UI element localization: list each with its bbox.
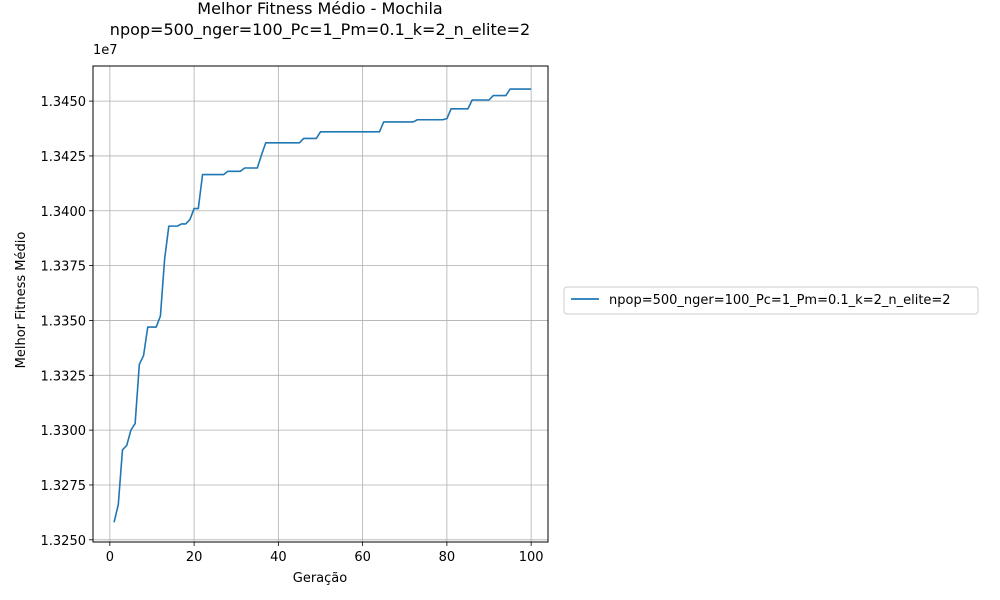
legend-label: npop=500_nger=100_Pc=1_Pm=0.1_k=2_n_elit… — [609, 293, 951, 308]
chart-subtitle: npop=500_nger=100_Pc=1_Pm=0.1_k=2_n_elit… — [110, 20, 530, 40]
y-tick-label: 1.3425 — [41, 150, 87, 165]
axis-ticks: 0 20 40 60 80 100 1.3250 1.3275 1.3300 1.3325 1.33… — [41, 95, 544, 565]
x-tick-label: 100 — [519, 550, 544, 565]
y-tick-label: 1.3400 — [41, 205, 87, 220]
x-axis-label: Geração — [293, 571, 347, 586]
y-tick-label: 1.3375 — [41, 260, 87, 275]
x-tick-label: 20 — [186, 550, 203, 565]
y-axis-label: Melhor Fitness Médio — [14, 232, 29, 369]
chart-title: Melhor Fitness Médio - Mochila — [197, 0, 442, 18]
y-tick-label: 1.3250 — [41, 534, 87, 549]
x-tick-label: 0 — [106, 550, 114, 565]
x-tick-label: 80 — [439, 550, 456, 565]
y-tick-label: 1.3350 — [41, 314, 87, 329]
legend: npop=500_nger=100_Pc=1_Pm=0.1_k=2_n_elit… — [563, 286, 979, 315]
y-tick-label: 1.3450 — [41, 95, 87, 110]
y-offset-label: 1e7 — [93, 43, 118, 58]
grid-lines — [93, 66, 548, 542]
x-tick-label: 40 — [270, 550, 287, 565]
plot-area-frame — [92, 65, 549, 543]
legend-box — [563, 286, 979, 315]
y-tick-label: 1.3275 — [41, 479, 87, 494]
y-tick-label: 1.3325 — [41, 369, 87, 384]
x-tick-label: 60 — [354, 550, 371, 565]
y-tick-label: 1.3300 — [41, 424, 87, 439]
series-layer — [113, 88, 532, 523]
series-line — [113, 88, 532, 523]
